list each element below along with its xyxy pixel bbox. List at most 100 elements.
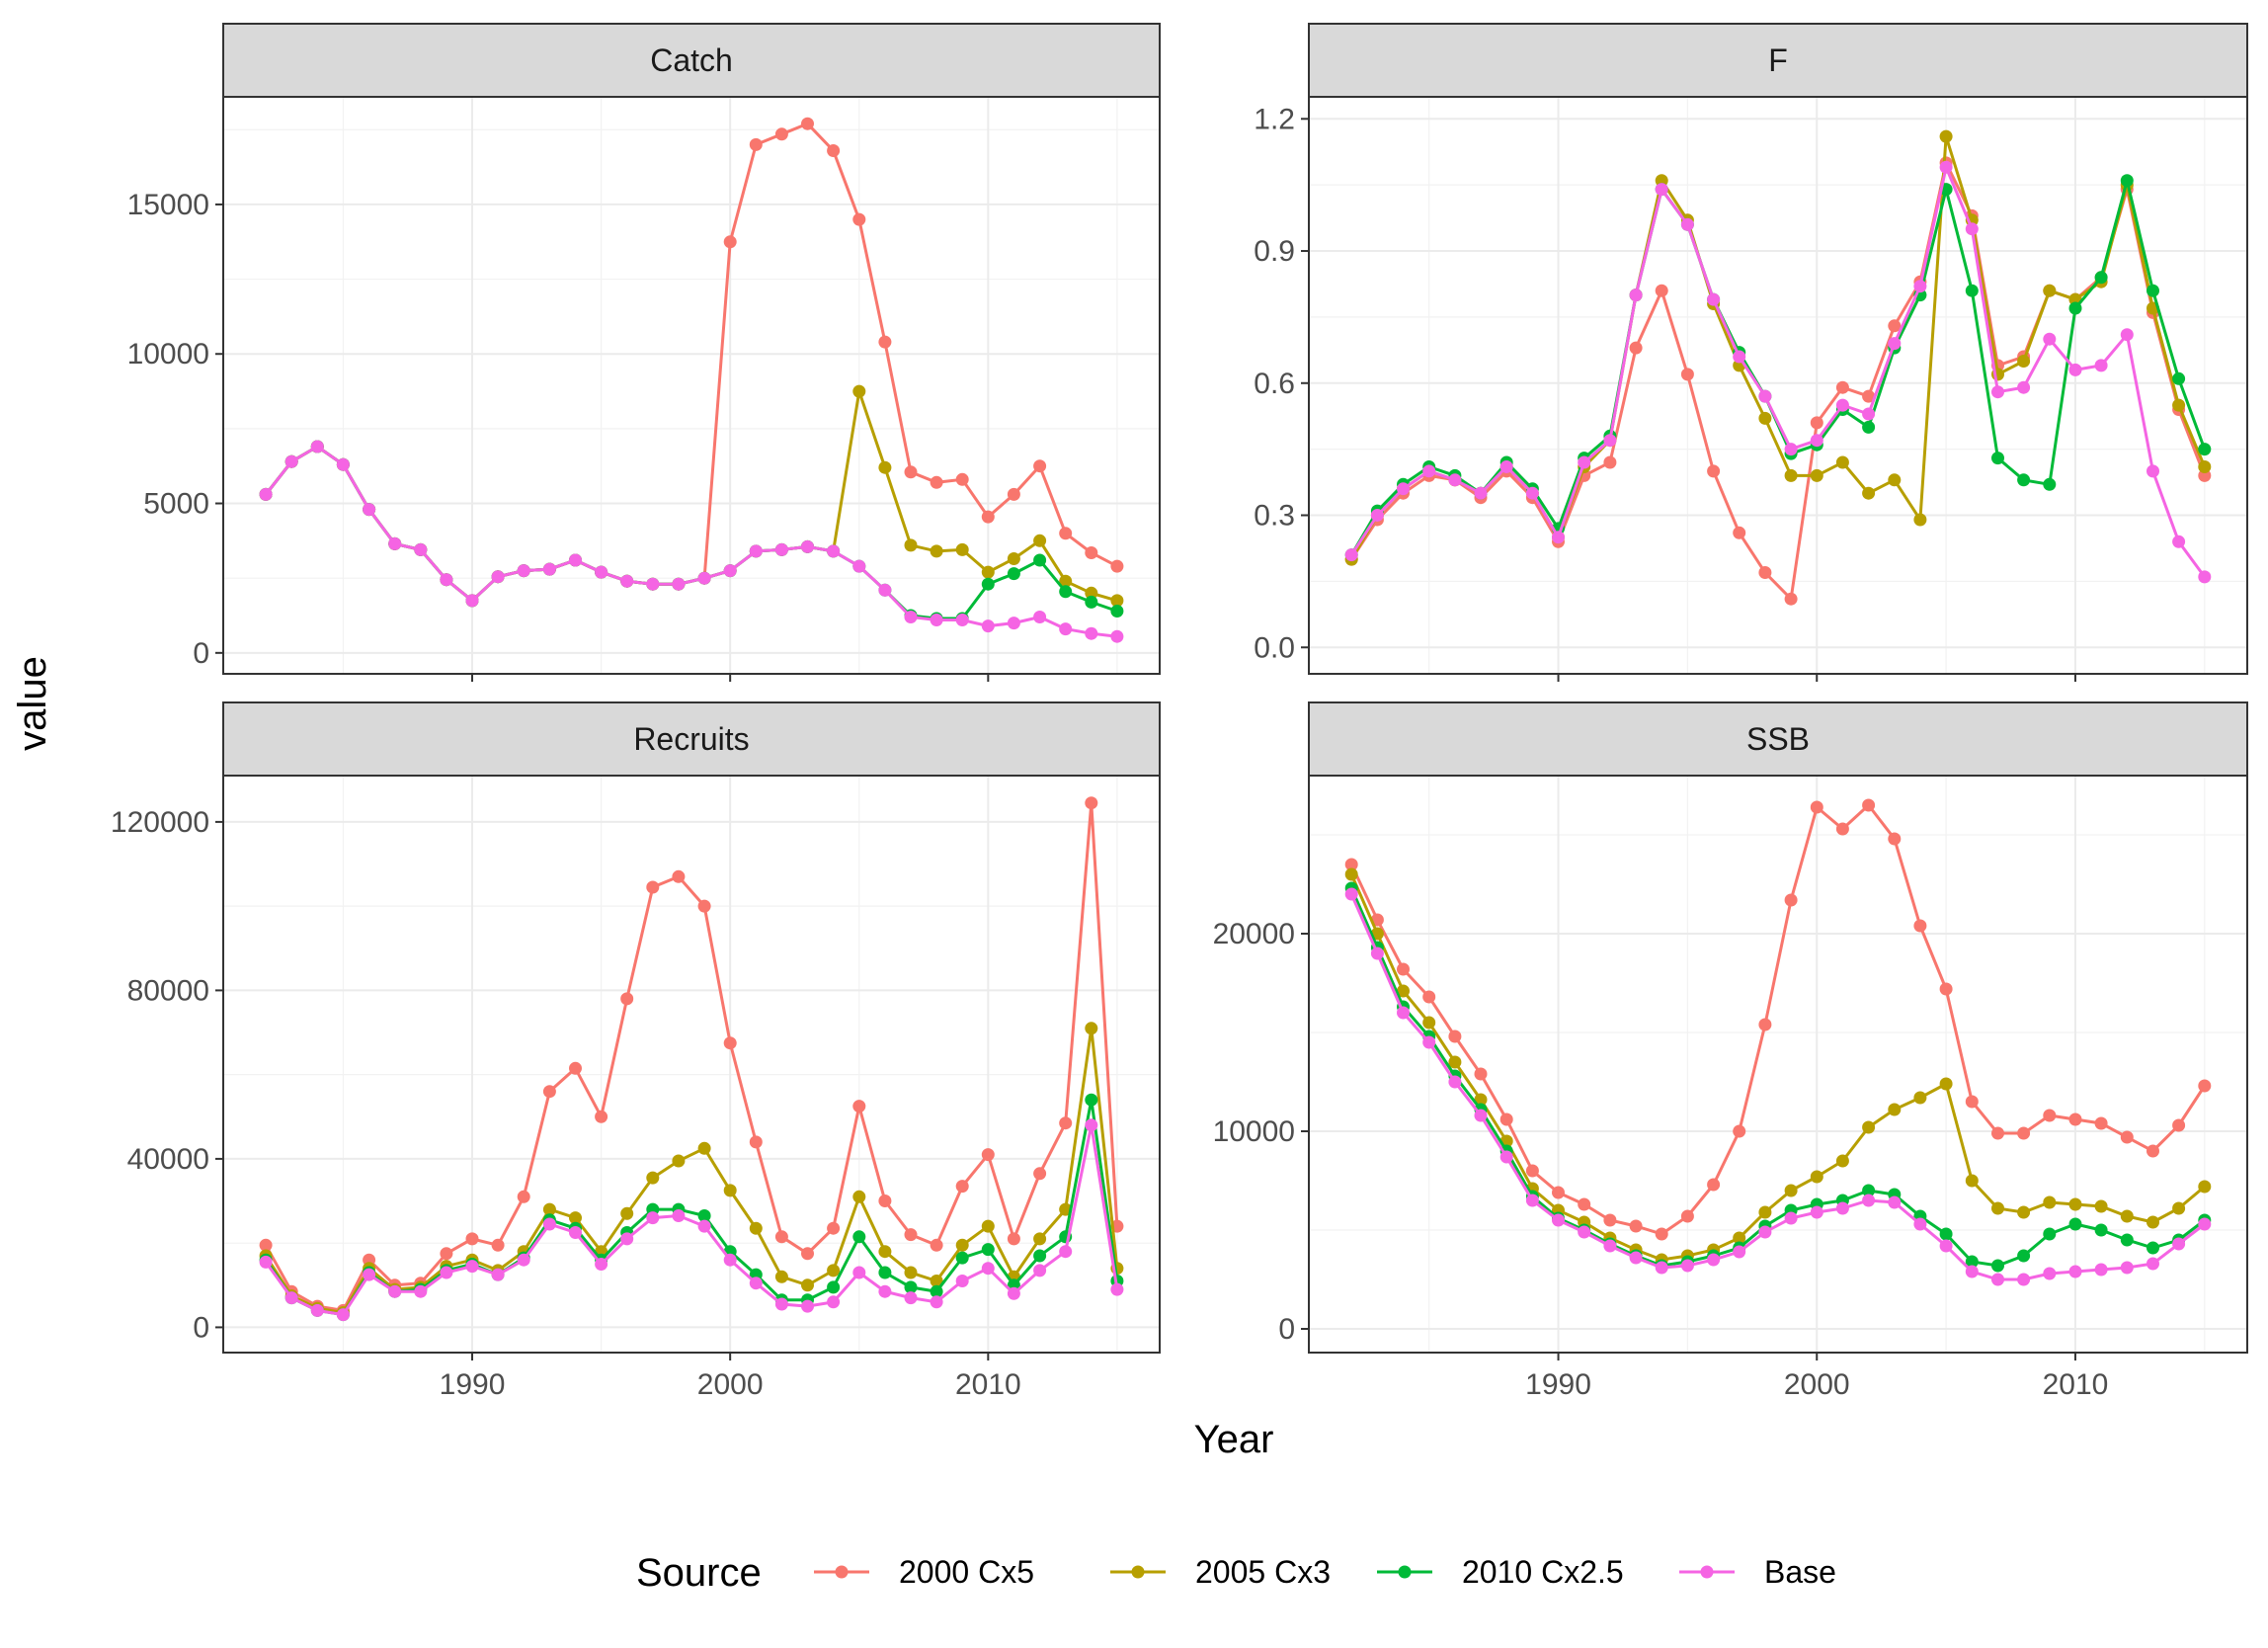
series-line (264, 445, 1118, 638)
data-point (852, 559, 866, 573)
data-point (1474, 1067, 1488, 1081)
data-point (2017, 1273, 2031, 1286)
data-point (672, 577, 686, 591)
data-point (517, 564, 530, 578)
data-point (2094, 1223, 2108, 1237)
legend-key-point (1131, 1565, 1145, 1579)
data-point (1835, 1154, 1849, 1168)
data-point (1422, 1035, 1436, 1049)
data-point (1603, 434, 1617, 448)
panel-border (222, 775, 1161, 1354)
data-point (1991, 452, 2004, 465)
data-point (1991, 1273, 2004, 1286)
data-point (1655, 1227, 1668, 1241)
data-point (1499, 1150, 1513, 1164)
data-point (2146, 1144, 2159, 1158)
data-point (1758, 1225, 1772, 1239)
data-point (414, 1284, 428, 1298)
data-point (852, 384, 866, 398)
series-line (1349, 893, 2206, 1281)
x-tick-label: 2000 (697, 1368, 764, 1401)
data-point (1965, 1174, 1979, 1188)
data-point (878, 583, 892, 597)
data-point (2120, 174, 2134, 188)
data-point (697, 1209, 711, 1222)
data-point (2017, 473, 2031, 487)
data-point (1991, 1126, 2004, 1140)
data-point (1085, 586, 1098, 600)
data-point (1810, 468, 1823, 482)
x-tick-label: 2010 (2043, 1368, 2109, 1401)
data-point (981, 1262, 995, 1276)
data-point (723, 235, 737, 249)
data-point (1552, 531, 1565, 544)
data-point (646, 1211, 660, 1225)
data-point (2146, 1215, 2159, 1229)
data-point (904, 465, 918, 479)
data-point (1939, 1077, 1953, 1091)
data-point (878, 1284, 892, 1298)
data-point (955, 1275, 969, 1287)
data-point (2120, 328, 2134, 342)
data-point (852, 1266, 866, 1279)
data-point (1344, 548, 1358, 562)
data-point (1939, 129, 1953, 143)
data-point (1448, 1030, 1462, 1043)
panel-ssb: SSB 0 10000 20000 1990 2000 2010 (1213, 701, 2248, 1401)
data-point (801, 1247, 814, 1261)
data-point (827, 144, 841, 157)
y-tick-label: 15000 (127, 189, 209, 221)
strip-label: Catch (650, 42, 733, 78)
data-point (595, 1258, 608, 1271)
series-base (259, 440, 1124, 643)
data-point (1862, 1194, 1876, 1207)
data-point (981, 577, 995, 591)
data-point (2094, 271, 2108, 285)
panel-border (1308, 96, 2248, 675)
data-point (569, 1226, 582, 1239)
strip-background (1308, 23, 2248, 98)
data-point (1499, 460, 1513, 473)
data-point (542, 1217, 556, 1231)
legend-item-2010-cx2-5: 2010 Cx2.5 (1377, 1554, 1624, 1590)
data-point (1007, 487, 1020, 501)
data-point (878, 1266, 892, 1279)
strip-background (1308, 701, 2248, 777)
data-point (1059, 1116, 1073, 1130)
data-point (336, 457, 350, 471)
data-point (1835, 822, 1849, 836)
data-point (1007, 1286, 1020, 1300)
data-point (1835, 380, 1849, 394)
data-point (2172, 1201, 2186, 1215)
data-point (1422, 990, 1436, 1004)
legend-title: Source (636, 1551, 762, 1595)
data-point (595, 565, 608, 579)
data-point (827, 1221, 841, 1235)
data-point (310, 440, 324, 453)
data-point (930, 1275, 943, 1287)
data-point (1784, 443, 1798, 456)
series-line (1349, 802, 2207, 1236)
data-point (1085, 1022, 1098, 1035)
data-point (723, 564, 737, 578)
data-point (1784, 468, 1798, 482)
data-point (1655, 1261, 1668, 1275)
data-point (930, 614, 943, 626)
data-point (1888, 1103, 1902, 1116)
data-point (2043, 332, 2057, 346)
data-point (440, 1247, 453, 1261)
data-point (1758, 389, 1772, 403)
data-point (1007, 552, 1020, 565)
data-point (388, 1284, 402, 1298)
data-point (2068, 1112, 2082, 1126)
data-point (904, 1228, 918, 1242)
series-2000-cx5 (1344, 798, 2212, 1241)
data-point (2198, 1217, 2212, 1231)
data-point (2017, 1205, 2031, 1219)
data-point (955, 1180, 969, 1194)
data-point (1913, 1217, 1927, 1231)
panel-background (1309, 97, 2247, 674)
panel-border (222, 96, 1161, 675)
data-point (388, 536, 402, 550)
data-point (2094, 1116, 2108, 1130)
